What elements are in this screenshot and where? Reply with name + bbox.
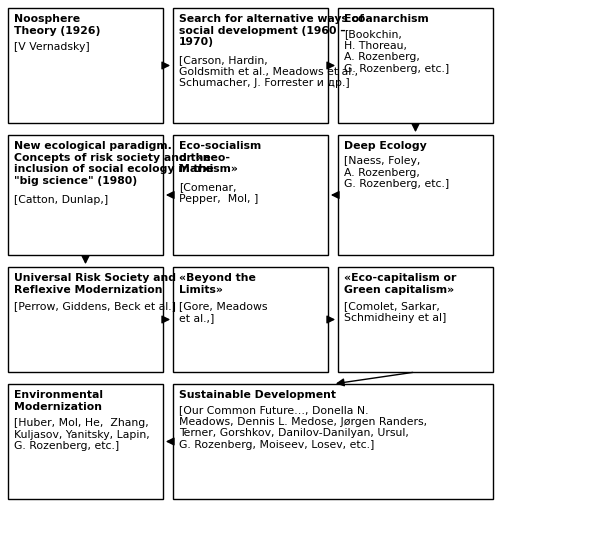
Text: [V Vernadsky]: [V Vernadsky] — [14, 42, 89, 52]
Text: [Naess, Foley,
A. Rozenberg,
G. Rozenberg, etc.]: [Naess, Foley, A. Rozenberg, G. Rozenber… — [344, 156, 449, 189]
Bar — [173, 8, 328, 123]
Text: [Perrow, Giddens, Beck et al.]: [Perrow, Giddens, Beck et al.] — [14, 301, 176, 311]
Text: [Gore, Meadows
et al.,]: [Gore, Meadows et al.,] — [179, 301, 267, 322]
Text: Ecoanarchism: Ecoanarchism — [344, 14, 428, 24]
Text: [Huber, Mol, He,  Zhang,
Kuljasov, Yanitsky, Lapin,
G. Rozenberg, etc.]: [Huber, Mol, He, Zhang, Kuljasov, Yanits… — [14, 418, 150, 451]
Text: Environmental
Modernization: Environmental Modernization — [14, 390, 103, 411]
Text: [Comenar,
Pepper,  Mol, ]: [Comenar, Pepper, Mol, ] — [179, 182, 258, 204]
Text: Sustainable Development: Sustainable Development — [179, 390, 336, 400]
Text: «Eco-capitalism or
Green capitalism»: «Eco-capitalism or Green capitalism» — [344, 273, 456, 295]
Text: [Carson, Hardin,
Goldsmith et al., Meadows et al.,
Schumacher, J. Forrester и др: [Carson, Hardin, Goldsmith et al., Meado… — [179, 55, 358, 88]
Bar — [8, 8, 163, 123]
Text: [Comolet, Sarkar,
Schmidheiny et al]: [Comolet, Sarkar, Schmidheiny et al] — [344, 301, 446, 322]
Text: «Beyond the
Limits»: «Beyond the Limits» — [179, 273, 256, 295]
Bar — [173, 135, 328, 255]
Bar — [8, 135, 163, 255]
Text: [Bookchin,
H. Thoreau,
A. Rozenberg,
G. Rozenberg, etc.]: [Bookchin, H. Thoreau, A. Rozenberg, G. … — [344, 29, 449, 74]
Text: [Catton, Dunlap,]: [Catton, Dunlap,] — [14, 195, 109, 205]
Bar — [338, 8, 493, 123]
Bar — [338, 135, 493, 255]
Bar — [173, 384, 493, 499]
Text: [Our Common Future…, Donella N.
Meadows, Dennis L. Medose, Jørgen Randers,
Terne: [Our Common Future…, Donella N. Meadows,… — [179, 405, 427, 450]
Text: Universal Risk Society and
Reflexive Modernization: Universal Risk Society and Reflexive Mod… — [14, 273, 176, 295]
Text: New ecological paradigm.
Concepts of risk society and the
inclusion of social ec: New ecological paradigm. Concepts of ris… — [14, 141, 213, 186]
Bar — [173, 267, 328, 372]
Bar — [8, 267, 163, 372]
Text: Eco-socialism
or «neo-
Marxism»: Eco-socialism or «neo- Marxism» — [179, 141, 261, 174]
Text: Noosphere
Theory (1926): Noosphere Theory (1926) — [14, 14, 101, 35]
Bar — [8, 384, 163, 499]
Text: Deep Ecology: Deep Ecology — [344, 141, 427, 151]
Text: Search for alternative ways of
social development (1960 –
1970): Search for alternative ways of social de… — [179, 14, 364, 47]
Bar — [338, 267, 493, 372]
